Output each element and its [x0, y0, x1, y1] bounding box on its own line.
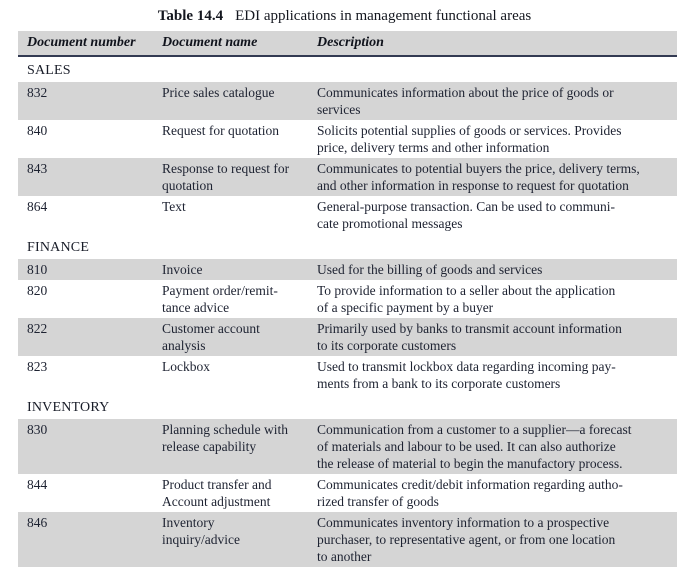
- cell-document-number: 820: [27, 283, 48, 298]
- cell-document-name: Inventory inquiry/advice: [162, 515, 240, 547]
- cell-document-number: 832: [27, 85, 48, 100]
- cell-document-number: 844: [27, 477, 48, 492]
- table-row: 822 Customer account analysis Primarily …: [18, 318, 677, 356]
- cell-document-number: 810: [27, 262, 48, 277]
- cell-document-number: 822: [27, 321, 48, 336]
- table-title: Table 14.4 EDI applications in management…: [0, 0, 689, 25]
- cell-description: Communication from a customer to a suppl…: [317, 422, 632, 471]
- edi-table: Document number Document name Descriptio…: [18, 31, 677, 567]
- cell-description: Solicits potential supplies of goods or …: [317, 123, 622, 155]
- table-row: 823 Lockbox Used to transmit lockbox dat…: [18, 356, 677, 394]
- cell-description: Communicates credit/debit information re…: [317, 477, 623, 509]
- table-row: 810 Invoice Used for the billing of good…: [18, 259, 677, 280]
- cell-document-name: Lockbox: [162, 359, 210, 374]
- cell-document-number: 846: [27, 515, 48, 530]
- cell-document-name: Product transfer and Account adjustment: [162, 477, 272, 509]
- cell-document-name: Text: [162, 199, 186, 214]
- cell-document-number: 823: [27, 359, 48, 374]
- cell-description: Used for the billing of goods and servic…: [317, 262, 543, 277]
- cell-description: To provide information to a seller about…: [317, 283, 616, 315]
- table-row: 864 Text General-purpose transaction. Ca…: [18, 196, 677, 234]
- table-row: 820 Payment order/remit- tance advice To…: [18, 280, 677, 318]
- section-header: SALES: [27, 63, 71, 78]
- cell-document-name: Planning schedule with release capabilit…: [162, 422, 288, 454]
- table-row: 843 Response to request for quotation Co…: [18, 158, 677, 196]
- table-number: Table 14.4: [157, 8, 224, 24]
- cell-document-name: Response to request for quotation: [162, 161, 290, 193]
- table-row: 840 Request for quotation Solicits poten…: [18, 120, 677, 158]
- cell-document-number: 840: [27, 123, 48, 138]
- table-header-row: Document number Document name Descriptio…: [18, 31, 677, 57]
- cell-document-number: 830: [27, 422, 48, 437]
- cell-document-name: Price sales catalogue: [162, 85, 275, 100]
- cell-description: Communicates information about the price…: [317, 85, 614, 117]
- cell-document-number: 864: [27, 199, 48, 214]
- table-caption: EDI applications in management functiona…: [235, 8, 532, 24]
- column-header-document-number: Document number: [27, 35, 136, 50]
- table-body: SALES 832 Price sales catalogue Communic…: [18, 60, 677, 567]
- section-header: FINANCE: [27, 240, 90, 255]
- table-row: 830 Planning schedule with release capab…: [18, 419, 677, 474]
- section-header: INVENTORY: [27, 400, 110, 415]
- table-row: 844 Product transfer and Account adjustm…: [18, 474, 677, 512]
- cell-document-name: Payment order/remit- tance advice: [162, 283, 278, 315]
- table-row: 846 Inventory inquiry/advice Communicate…: [18, 512, 677, 567]
- cell-description: Primarily used by banks to transmit acco…: [317, 321, 622, 353]
- cell-document-name: Customer account analysis: [162, 321, 260, 353]
- cell-document-name: Request for quotation: [162, 123, 279, 138]
- column-header-document-name: Document name: [162, 35, 258, 50]
- cell-description: Used to transmit lockbox data regarding …: [317, 359, 616, 391]
- column-header-description: Description: [317, 35, 384, 50]
- table-row: 832 Price sales catalogue Communicates i…: [18, 82, 677, 120]
- cell-document-name: Invoice: [162, 262, 203, 277]
- cell-description: Communicates inventory information to a …: [317, 515, 616, 564]
- cell-description: General-purpose transaction. Can be used…: [317, 199, 616, 231]
- cell-description: Communicates to potential buyers the pri…: [317, 161, 640, 193]
- cell-document-number: 843: [27, 161, 48, 176]
